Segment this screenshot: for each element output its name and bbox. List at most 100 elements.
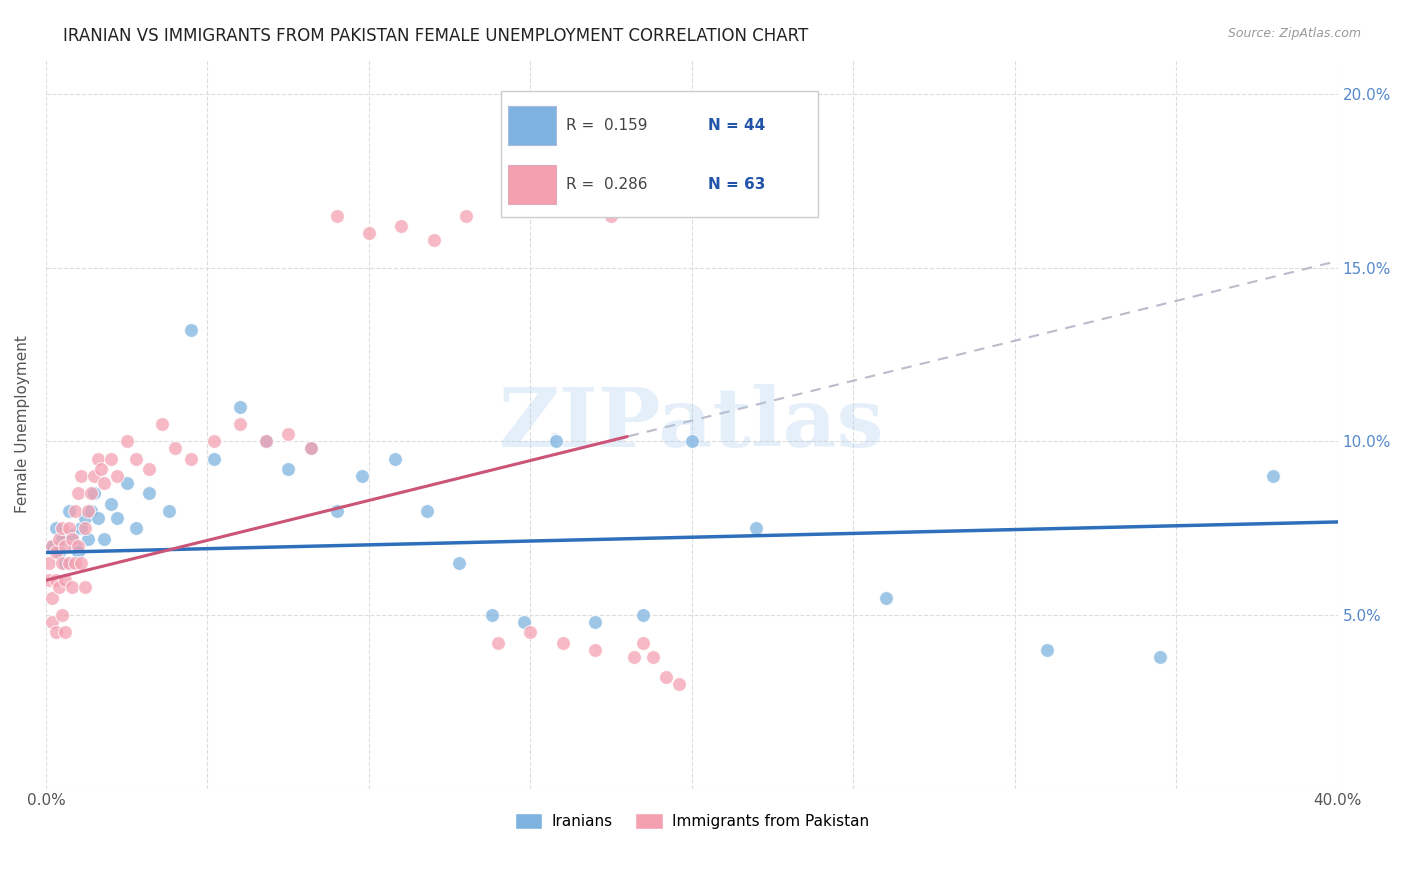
Point (229, 417, 252, 431)
Point (138, 462, 160, 476)
Point (1036, 642, 1059, 657)
Point (681, 434, 703, 449)
Point (41, 615, 63, 629)
Point (254, 434, 277, 449)
Point (48, 532, 70, 546)
Point (1263, 469, 1285, 483)
Point (51, 607, 73, 622)
Point (58, 504, 80, 518)
Point (486, 636, 509, 650)
Point (519, 625, 541, 640)
Point (63, 504, 86, 518)
Point (53, 539, 76, 553)
Point (454, 209, 477, 223)
Point (51, 556, 73, 570)
Point (45, 625, 67, 640)
Point (551, 636, 574, 650)
Point (583, 642, 606, 657)
Point (67, 486, 90, 500)
Point (51, 521, 73, 535)
Point (100, 497, 122, 511)
Point (93, 532, 115, 546)
Point (150, 417, 173, 431)
Point (115, 476, 138, 491)
Point (180, 323, 202, 337)
Text: IRANIAN VS IMMIGRANTS FROM PAKISTAN FEMALE UNEMPLOYMENT CORRELATION CHART: IRANIAN VS IMMIGRANTS FROM PAKISTAN FEMA… (63, 27, 808, 45)
Point (86, 451, 108, 466)
Point (58, 521, 80, 535)
Point (41, 539, 63, 553)
Point (67, 545, 90, 559)
Point (67, 539, 90, 553)
Y-axis label: Female Unemployment: Female Unemployment (15, 335, 30, 513)
Point (623, 649, 645, 664)
Point (51, 532, 73, 546)
Point (70, 556, 93, 570)
Point (80, 486, 103, 500)
Point (277, 462, 299, 476)
Point (481, 607, 503, 622)
Point (53, 556, 76, 570)
Point (45, 574, 67, 588)
Point (73, 521, 96, 535)
Point (83, 469, 105, 483)
Point (325, 504, 347, 518)
Point (610, 198, 633, 212)
Point (73, 510, 96, 524)
Point (202, 434, 225, 449)
Point (115, 434, 138, 449)
Point (48, 580, 70, 594)
Point (325, 209, 347, 223)
Point (157, 504, 180, 518)
Point (583, 615, 606, 629)
Point (38, 556, 60, 570)
Point (53, 625, 76, 640)
Point (277, 427, 299, 442)
Point (41, 539, 63, 553)
Text: ZIPatlas: ZIPatlas (499, 384, 884, 464)
Point (48, 545, 70, 559)
Point (105, 469, 128, 483)
Point (229, 400, 252, 414)
Point (513, 615, 536, 629)
Point (633, 607, 655, 622)
Point (180, 451, 202, 466)
Point (745, 521, 768, 535)
Point (90, 462, 112, 476)
Point (58, 556, 80, 570)
Point (45, 521, 67, 535)
Point (643, 649, 665, 664)
Point (384, 451, 406, 466)
Point (655, 670, 678, 684)
Point (546, 434, 568, 449)
Point (60, 580, 83, 594)
Point (38, 574, 60, 588)
Point (202, 451, 225, 466)
Point (254, 434, 277, 449)
Point (299, 442, 322, 456)
Point (45, 545, 67, 559)
Point (93, 476, 115, 491)
Point (105, 510, 128, 524)
Point (53, 574, 76, 588)
Point (77, 504, 100, 518)
Point (70, 521, 93, 535)
Point (60, 532, 83, 546)
Point (70, 469, 93, 483)
Point (633, 636, 655, 650)
Point (299, 442, 322, 456)
Point (83, 486, 105, 500)
Text: Source: ZipAtlas.com: Source: ZipAtlas.com (1227, 27, 1361, 40)
Point (86, 510, 108, 524)
Legend: Iranians, Immigrants from Pakistan: Iranians, Immigrants from Pakistan (509, 807, 875, 836)
Point (138, 486, 160, 500)
Point (125, 521, 148, 535)
Point (125, 451, 148, 466)
Point (389, 219, 412, 234)
Point (77, 532, 100, 546)
Point (875, 591, 897, 605)
Point (449, 556, 471, 570)
Point (352, 469, 374, 483)
Point (60, 528, 83, 542)
Point (63, 556, 86, 570)
